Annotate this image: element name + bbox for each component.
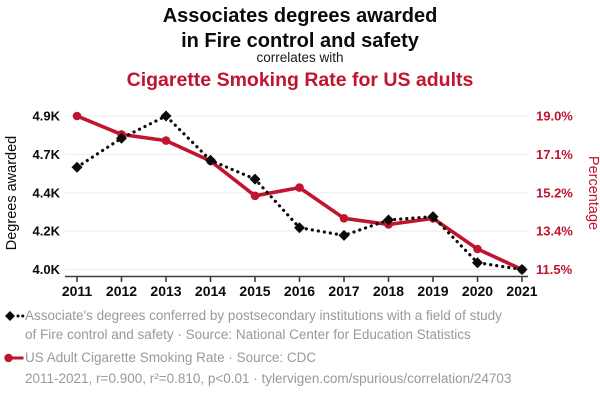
- y-tick-label-left: 4.0K: [33, 262, 61, 277]
- y-tick-label-left: 4.4K: [33, 185, 61, 200]
- legend-label-degrees: Associate's degrees conferred by postsec…: [25, 308, 502, 342]
- diamond-dotted-line-icon: [5, 311, 25, 321]
- y-tick-label-right: 15.2%: [536, 185, 573, 200]
- y-tick-label-right: 19.0%: [536, 109, 573, 124]
- left-axis-title: Degrees awarded: [4, 136, 20, 250]
- x-tick-label: 2011: [62, 283, 93, 299]
- y-tick-label-left: 4.2K: [33, 224, 61, 239]
- x-tick-label: 2016: [284, 283, 315, 299]
- legend: Associate's degrees conferred by postsec…: [4, 307, 596, 388]
- series-degrees-marker: [472, 257, 483, 269]
- legend-item-degrees: Associate's degrees conferred by postsec…: [4, 307, 596, 344]
- series-degrees-marker: [294, 222, 305, 234]
- x-tick-label: 2015: [239, 283, 270, 299]
- series-smoking-marker: [473, 244, 482, 254]
- chart-title-line2: in Fire control and safety: [181, 30, 419, 52]
- series-smoking-marker: [250, 191, 260, 201]
- y-tick-label-left: 4.7K: [33, 147, 61, 162]
- series-degrees-marker: [427, 211, 439, 223]
- series-degrees-marker: [160, 110, 172, 122]
- legend-label-smoking: US Adult Cigarette Smoking Rate · Source…: [25, 350, 317, 365]
- y-tick-label-left: 4.9K: [33, 109, 61, 124]
- chart-title-line1: Associates degrees awarded: [162, 5, 438, 27]
- x-tick-label: 2021: [506, 283, 537, 299]
- y-tick-label-right: 13.4%: [536, 224, 573, 239]
- correlates-with-text: correlates with: [256, 50, 344, 65]
- stats-line: 2011-2021, r=0.900, r²=0.810, p<0.01 · t…: [25, 370, 512, 386]
- series-smoking-marker: [339, 214, 349, 223]
- y-tick-label-right: 11.5%: [536, 262, 573, 277]
- x-tick-label: 2014: [195, 283, 226, 299]
- series-smoking-marker: [72, 111, 82, 121]
- series-degrees-marker: [249, 173, 261, 185]
- series-degrees-marker: [71, 161, 83, 173]
- chart-plot-area: 2011 2012 2013 2014 2015 2016 2017 2018 2019 2020…: [4, 109, 600, 300]
- chart-title: Associates degrees awarded in Fire contr…: [0, 4, 600, 54]
- series-degrees-marker: [338, 229, 350, 241]
- chart-subtitle: Cigarette Smoking Rate for US adults: [126, 69, 474, 91]
- x-tick-label: 2020: [462, 283, 493, 299]
- series-degrees-marker: [516, 264, 528, 275]
- series-degrees-marker: [116, 132, 127, 144]
- series-smoking-marker: [295, 183, 304, 192]
- series-smoking-marker: [161, 136, 171, 145]
- circle-solid-line-icon: [4, 353, 24, 363]
- y-tick-label-right: 17.1%: [536, 147, 573, 162]
- x-tick-label: 2012: [106, 283, 137, 299]
- x-tick-label: 2013: [150, 283, 181, 299]
- legend-item-smoking: US Adult Cigarette Smoking Rate · Source…: [4, 349, 596, 368]
- series-degrees-marker: [205, 154, 216, 166]
- right-axis-title: Percentage: [585, 156, 600, 230]
- x-tick-label: 2017: [328, 283, 359, 299]
- x-tick-label: 2018: [373, 283, 404, 299]
- series-degrees-marker: [383, 214, 394, 226]
- x-tick-label: 2019: [417, 283, 448, 299]
